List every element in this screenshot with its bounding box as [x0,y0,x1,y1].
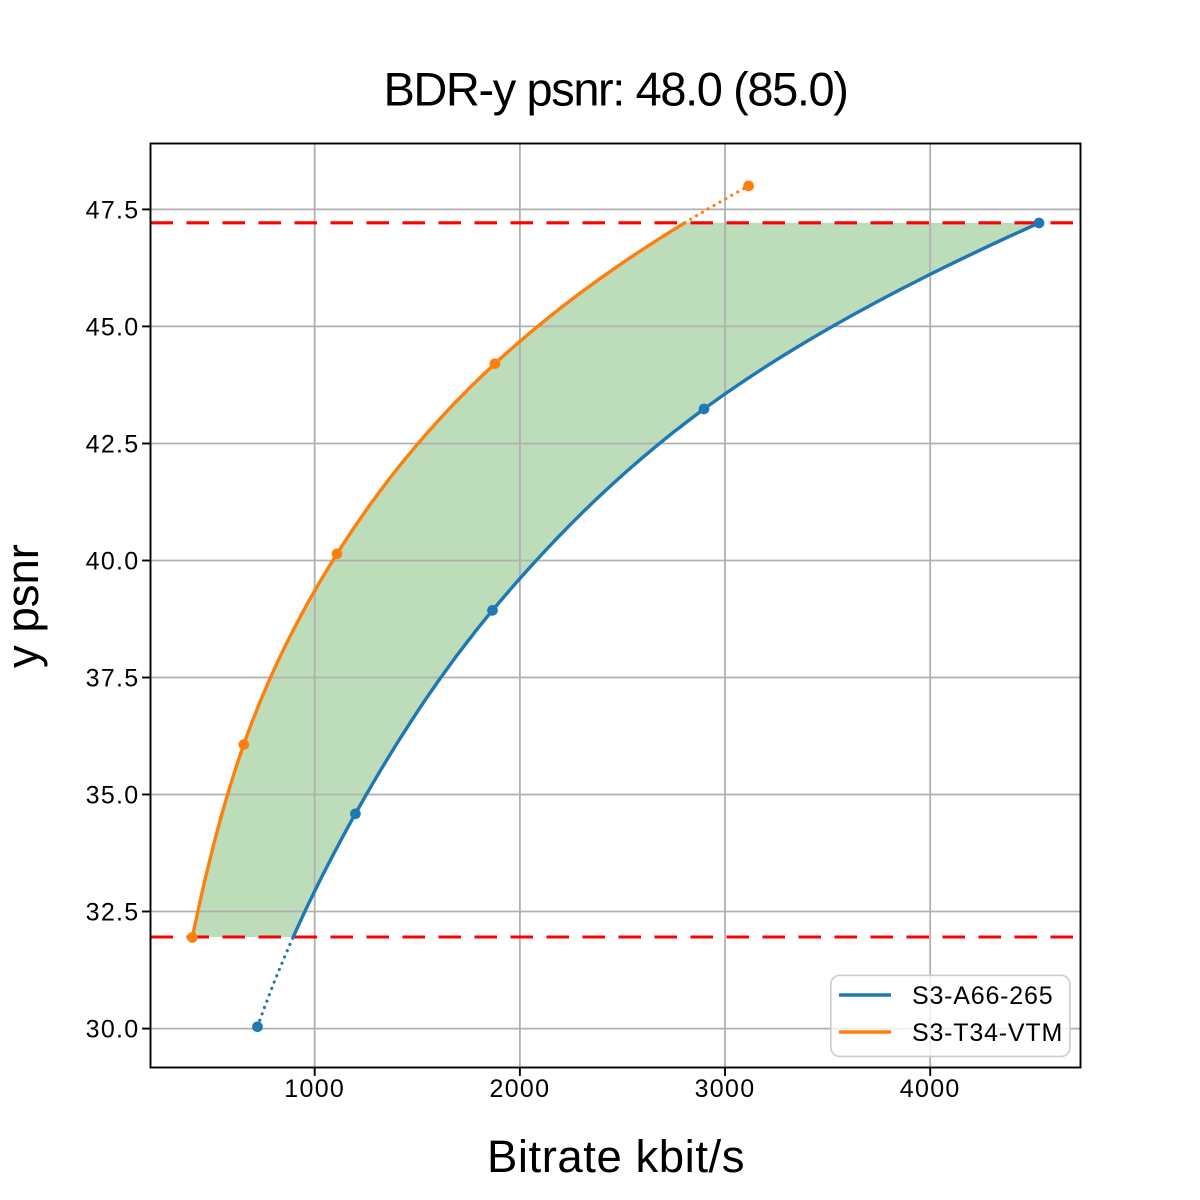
svg-text:S3-T34-VTM: S3-T34-VTM [912,1019,1063,1047]
svg-text:40.0: 40.0 [86,547,140,575]
svg-text:3000: 3000 [695,1075,756,1103]
svg-text:4000: 4000 [900,1075,961,1103]
svg-text:BDR-y psnr: 48.0 (85.0): BDR-y psnr: 48.0 (85.0) [383,63,847,116]
svg-text:32.5: 32.5 [86,898,140,926]
svg-text:37.5: 37.5 [86,664,140,692]
svg-text:1000: 1000 [284,1075,345,1103]
svg-text:45.0: 45.0 [86,313,140,341]
svg-text:S3-A66-265: S3-A66-265 [912,982,1053,1010]
svg-text:y psnr: y psnr [0,544,48,668]
svg-text:47.5: 47.5 [86,196,140,224]
svg-text:30.0: 30.0 [86,1016,140,1044]
svg-text:35.0: 35.0 [86,781,140,809]
svg-text:2000: 2000 [489,1075,550,1103]
svg-text:42.5: 42.5 [86,430,140,458]
svg-text:Bitrate kbit/s: Bitrate kbit/s [487,1131,745,1182]
